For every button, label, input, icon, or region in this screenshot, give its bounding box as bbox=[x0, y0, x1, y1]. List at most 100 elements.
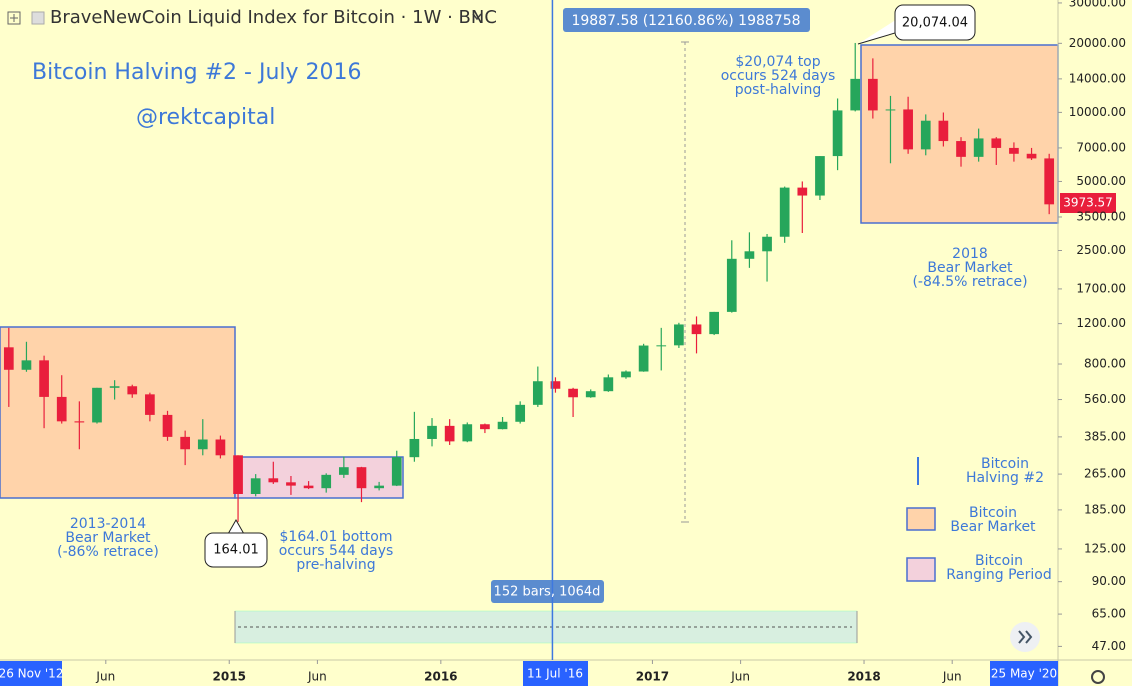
measure-label-box bbox=[563, 8, 810, 32]
top-note: post-halving bbox=[735, 82, 822, 98]
candle-body bbox=[56, 396, 67, 422]
legend-label: Bear Market bbox=[950, 519, 1036, 535]
bear-2014-note: (-86% retrace) bbox=[57, 544, 159, 560]
bars-label: 152 bars, 1064d bbox=[494, 585, 601, 600]
candle-body bbox=[726, 258, 737, 312]
legend-label: Bitcoin bbox=[981, 456, 1029, 472]
candle-body bbox=[1026, 153, 1037, 159]
visibility-icon[interactable] bbox=[31, 11, 45, 25]
y-tick-label: 125.00 bbox=[1084, 541, 1126, 555]
end-date: 25 May '20 bbox=[991, 667, 1057, 681]
settings-icon[interactable] bbox=[1091, 670, 1105, 684]
bottom-note: pre-halving bbox=[296, 557, 375, 573]
ranging-box bbox=[234, 456, 404, 499]
candle-body bbox=[938, 120, 949, 142]
y-tick-label: 30000.00 bbox=[1069, 0, 1126, 9]
y-tick-label: 5000.00 bbox=[1076, 174, 1126, 188]
candle-body bbox=[356, 467, 367, 489]
candles bbox=[3, 42, 1055, 522]
y-tick-label: 7000.00 bbox=[1076, 140, 1126, 154]
expand-icon[interactable] bbox=[7, 11, 21, 25]
candle-body bbox=[779, 187, 790, 237]
bear-2018-note: (-84.5% retrace) bbox=[912, 274, 1027, 290]
y-tick-label: 3500.00 bbox=[1076, 209, 1126, 223]
chart-title: BraveNewCoin Liquid Index for Bitcoin · … bbox=[50, 7, 497, 28]
candle-body bbox=[956, 141, 966, 157]
candle-body bbox=[21, 360, 32, 370]
bear-2014-note: Bear Market bbox=[65, 530, 151, 546]
candle-body bbox=[497, 421, 508, 430]
candle-body bbox=[1044, 158, 1055, 205]
candle-body bbox=[973, 138, 984, 157]
bottom-note: $164.01 bottom bbox=[280, 529, 393, 545]
y-tick-label: 800.00 bbox=[1084, 357, 1126, 371]
bottom-note: occurs 544 days bbox=[279, 543, 394, 559]
dropdown-chevron[interactable] bbox=[472, 13, 482, 21]
candle-body bbox=[462, 424, 473, 442]
x-tick-label: Jun bbox=[730, 670, 750, 684]
bear-box-2014 bbox=[0, 326, 236, 499]
candle-body bbox=[550, 381, 561, 389]
legend-label: Bitcoin bbox=[969, 505, 1017, 521]
candle-body bbox=[268, 478, 279, 483]
y-tick-label: 2500.00 bbox=[1076, 243, 1126, 257]
candle-body bbox=[215, 439, 226, 456]
candle-body bbox=[3, 347, 14, 370]
candle-body bbox=[127, 386, 138, 395]
candle-body bbox=[585, 391, 596, 398]
y-tick-label: 20000.00 bbox=[1069, 36, 1126, 50]
candle-body bbox=[1009, 147, 1019, 154]
legend-label: Bitcoin bbox=[975, 553, 1023, 569]
y-tick-label: 65.00 bbox=[1092, 607, 1126, 621]
candle-body bbox=[162, 414, 173, 437]
candle-body bbox=[374, 485, 384, 489]
legend-bear-icon bbox=[906, 507, 936, 531]
candle-body bbox=[92, 387, 102, 423]
y-tick-label: 385.00 bbox=[1084, 429, 1126, 443]
candle-body bbox=[568, 388, 578, 398]
price-tag: 3973.57 bbox=[1063, 196, 1113, 210]
legend-ranging-icon bbox=[906, 557, 936, 582]
candle-body bbox=[920, 120, 931, 150]
candle-body bbox=[674, 324, 684, 346]
candle-body bbox=[797, 187, 808, 196]
candle-body bbox=[709, 311, 719, 335]
candle-body bbox=[991, 138, 1002, 148]
y-tick-label: 90.00 bbox=[1092, 574, 1126, 588]
candle-body bbox=[480, 424, 490, 430]
y-tick-label: 1700.00 bbox=[1076, 281, 1126, 295]
x-tick-label: 2016 bbox=[424, 670, 457, 684]
bear-2014-note: 2013-2014 bbox=[70, 516, 146, 532]
start-date-box bbox=[0, 661, 62, 686]
bear-2018-note: 2018 bbox=[952, 246, 988, 262]
scroll-icon bbox=[1018, 630, 1033, 644]
candle-body bbox=[903, 109, 913, 150]
top-note: $20,074 top bbox=[735, 54, 820, 70]
y-tick-label: 560.00 bbox=[1084, 392, 1126, 406]
x-tick-label: 2015 bbox=[213, 670, 246, 684]
x-tick-label: Jun bbox=[942, 670, 962, 684]
handle: @rektcapital bbox=[136, 105, 275, 130]
x-tick-label: Jun bbox=[95, 670, 115, 684]
x-tick-label: 2018 bbox=[847, 670, 880, 684]
candle-body bbox=[621, 371, 631, 378]
candle-body bbox=[515, 404, 526, 422]
y-tick-label: 1200.00 bbox=[1076, 316, 1126, 330]
candle-body bbox=[656, 345, 667, 347]
x-tick-label: 2017 bbox=[636, 670, 669, 684]
end-date-box bbox=[990, 661, 1058, 686]
candle-body bbox=[74, 421, 85, 423]
legend-label: Ranging Period bbox=[946, 567, 1052, 583]
candle-body bbox=[391, 457, 402, 486]
candle-body bbox=[339, 467, 349, 475]
candle-body bbox=[638, 345, 649, 372]
candle-body bbox=[180, 436, 190, 450]
candle-body bbox=[850, 78, 861, 111]
top-callout: 20,074.04 bbox=[902, 16, 968, 31]
y-tick-label: 10000.00 bbox=[1069, 105, 1126, 119]
legend-label: Halving #2 bbox=[966, 470, 1044, 486]
y-tick-label: 47.00 bbox=[1092, 639, 1126, 653]
candle-body bbox=[321, 474, 332, 489]
candle-body bbox=[145, 394, 155, 415]
